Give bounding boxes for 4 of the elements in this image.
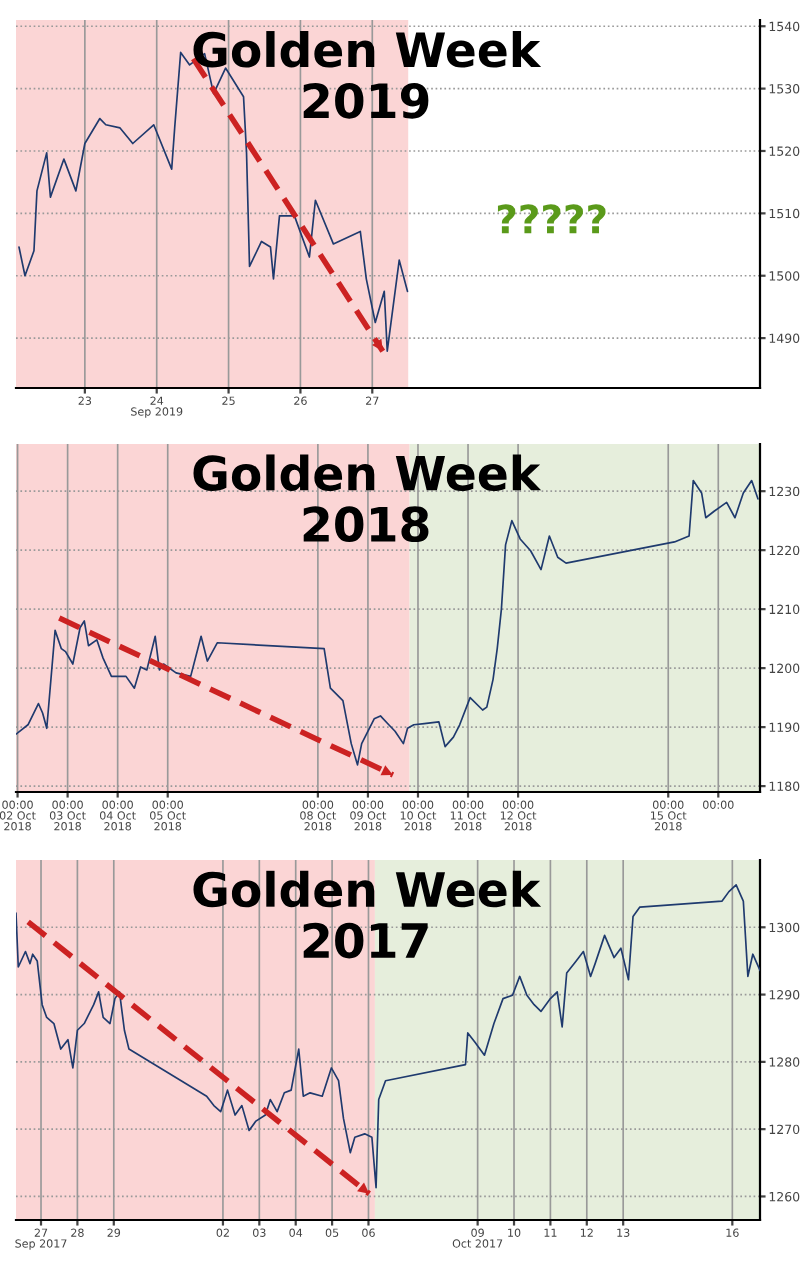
text: Golden Week 2019 <box>193 31 542 119</box>
text: Golden Week 2018 <box>193 454 542 543</box>
annotation: ????? <box>497 204 606 234</box>
text: Golden Week 2017 <box>193 870 542 959</box>
